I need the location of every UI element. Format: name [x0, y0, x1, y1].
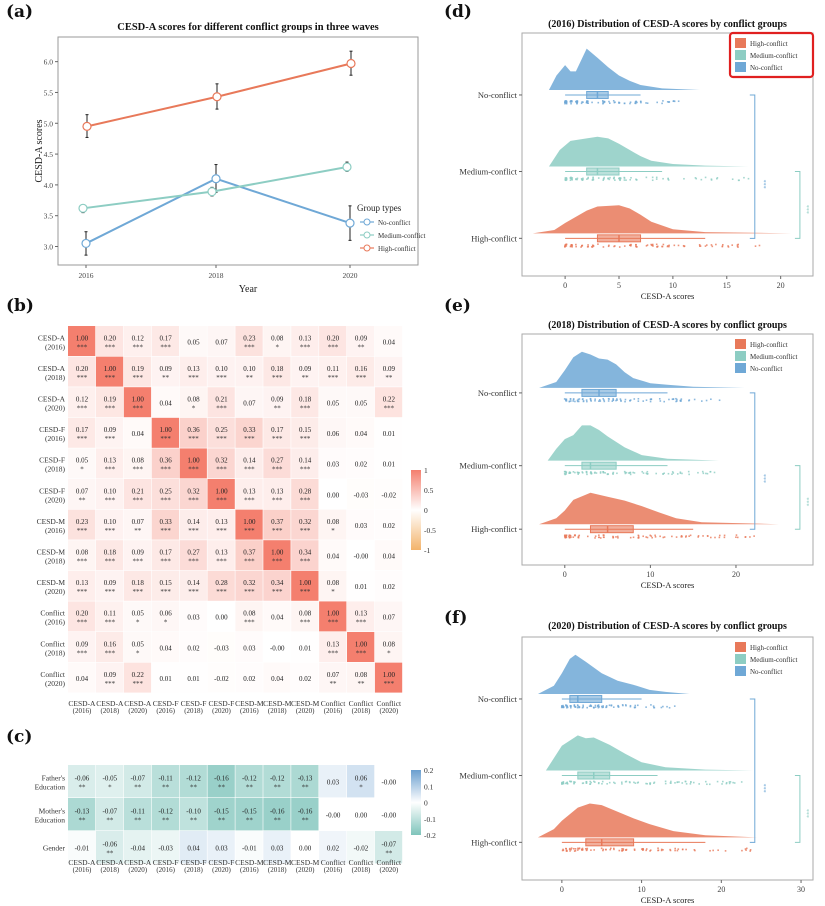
legend-key-point	[363, 244, 371, 252]
legend-title: Group types	[357, 203, 402, 213]
data-point	[207, 187, 217, 197]
data-point	[345, 218, 355, 228]
data-point	[211, 174, 221, 184]
legend-item: High-conflict	[378, 245, 416, 253]
legend-key-point	[363, 218, 371, 226]
y-tick-label: 3.0	[44, 243, 54, 252]
x-tick-label: 2018	[209, 271, 224, 280]
panel-label-c: (c)	[6, 727, 33, 747]
x-tick-label: 2020	[343, 271, 358, 280]
panel-label-b: (b)	[6, 296, 34, 316]
data-point	[78, 203, 88, 213]
data-point	[342, 162, 352, 172]
data-point	[82, 121, 92, 131]
data-point	[81, 238, 91, 249]
panel-label-d: (d)	[444, 2, 472, 22]
panel-label-a: (a)	[6, 2, 34, 22]
chart-title: CESD-A scores for different conflict gro…	[117, 22, 379, 33]
y-tick-label: 4.0	[44, 181, 54, 190]
y-tick-label: 5.5	[44, 88, 54, 97]
legend-item: No-conflict	[378, 219, 410, 227]
legend-key-point	[363, 231, 371, 239]
x-axis-label: Year	[239, 284, 258, 295]
y-tick-label: 5.0	[44, 119, 54, 128]
legend-item: Medium-conflict	[378, 232, 425, 240]
y-tick-label: 3.5	[44, 212, 54, 221]
panel-label-e: (e)	[444, 296, 471, 316]
data-point	[346, 58, 356, 69]
y-axis-label: CESD-A scores	[34, 119, 45, 182]
data-point	[212, 92, 222, 102]
y-tick-label: 4.5	[44, 150, 54, 159]
x-tick-label: 2016	[79, 271, 94, 280]
y-tick-label: 6.0	[44, 58, 54, 67]
panel-label-f: (f)	[444, 608, 468, 628]
